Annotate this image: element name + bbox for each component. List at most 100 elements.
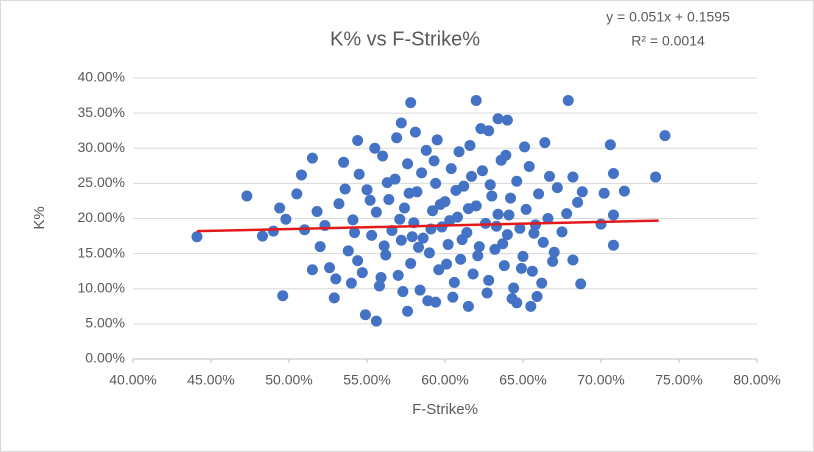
- point: [311, 205, 323, 217]
- point: [370, 315, 382, 327]
- point: [394, 213, 406, 225]
- point: [500, 149, 512, 161]
- point: [280, 213, 292, 225]
- point: [467, 268, 479, 280]
- y-tick-label: 35.00%: [78, 104, 125, 120]
- point: [501, 229, 513, 241]
- point: [453, 146, 465, 158]
- point: [436, 221, 448, 233]
- point: [347, 214, 359, 226]
- trend-equation: y = 0.051x + 0.1595: [606, 9, 730, 25]
- point: [505, 192, 517, 204]
- point: [556, 226, 568, 238]
- point: [353, 168, 365, 180]
- point: [345, 277, 357, 289]
- point: [607, 168, 619, 180]
- point: [508, 282, 520, 294]
- point: [464, 139, 476, 151]
- point: [514, 222, 526, 234]
- point: [445, 163, 457, 175]
- trendline: [196, 219, 659, 233]
- point: [517, 250, 529, 262]
- x-tick-label: 80.00%: [733, 372, 780, 388]
- point: [373, 280, 385, 292]
- x-tick-label: 45.00%: [187, 372, 234, 388]
- point: [428, 155, 440, 167]
- point: [431, 134, 443, 146]
- point: [442, 238, 454, 250]
- point: [539, 137, 551, 149]
- point: [433, 264, 445, 276]
- x-axis-label: F-Strike%: [412, 401, 478, 418]
- point: [575, 278, 587, 290]
- point: [567, 254, 579, 266]
- point: [338, 156, 350, 168]
- point: [470, 94, 482, 106]
- x-tick-label: 75.00%: [655, 372, 702, 388]
- point: [430, 177, 442, 189]
- point: [241, 190, 253, 202]
- point: [659, 130, 671, 142]
- point: [455, 253, 467, 265]
- point: [572, 196, 584, 208]
- point: [375, 272, 387, 284]
- point: [576, 186, 588, 198]
- point: [472, 250, 484, 262]
- point: [406, 231, 418, 243]
- point: [291, 188, 303, 200]
- point: [324, 262, 336, 274]
- chart-title: K% vs F-Strike%: [330, 28, 480, 50]
- point: [405, 97, 417, 109]
- point: [441, 258, 453, 270]
- point: [475, 123, 487, 135]
- point: [339, 183, 351, 195]
- y-tick-label: 25.00%: [78, 174, 125, 190]
- point: [462, 300, 474, 312]
- point: [395, 234, 407, 246]
- point: [542, 213, 554, 224]
- point: [378, 240, 390, 252]
- point: [349, 227, 361, 239]
- point: [498, 260, 510, 272]
- point: [537, 236, 549, 248]
- point: [528, 227, 540, 239]
- point: [607, 209, 619, 221]
- point: [402, 158, 414, 170]
- point: [397, 286, 409, 298]
- point: [450, 184, 462, 196]
- point: [503, 209, 515, 221]
- point: [476, 165, 488, 177]
- point: [551, 182, 563, 194]
- point: [398, 202, 410, 214]
- point: [392, 269, 404, 281]
- point: [328, 292, 340, 304]
- point: [607, 239, 619, 251]
- x-tick-label: 65.00%: [499, 372, 546, 388]
- point: [380, 249, 392, 261]
- point: [497, 238, 509, 250]
- point: [364, 194, 376, 206]
- point: [383, 194, 395, 206]
- y-tick-label: 40.00%: [78, 69, 125, 85]
- point: [533, 188, 545, 200]
- point: [381, 177, 393, 189]
- point: [567, 171, 579, 183]
- point: [483, 274, 495, 286]
- point: [420, 144, 432, 156]
- point: [492, 113, 504, 125]
- point: [444, 215, 456, 227]
- point: [274, 202, 286, 214]
- point: [414, 284, 426, 296]
- point: [434, 198, 446, 210]
- point: [359, 309, 371, 321]
- point: [548, 246, 560, 258]
- point: [561, 208, 573, 220]
- point: [417, 232, 429, 244]
- point: [277, 290, 289, 302]
- point: [650, 171, 662, 183]
- point: [427, 205, 439, 217]
- point: [256, 230, 268, 242]
- x-tick-label: 40.00%: [109, 372, 156, 388]
- point: [422, 295, 434, 307]
